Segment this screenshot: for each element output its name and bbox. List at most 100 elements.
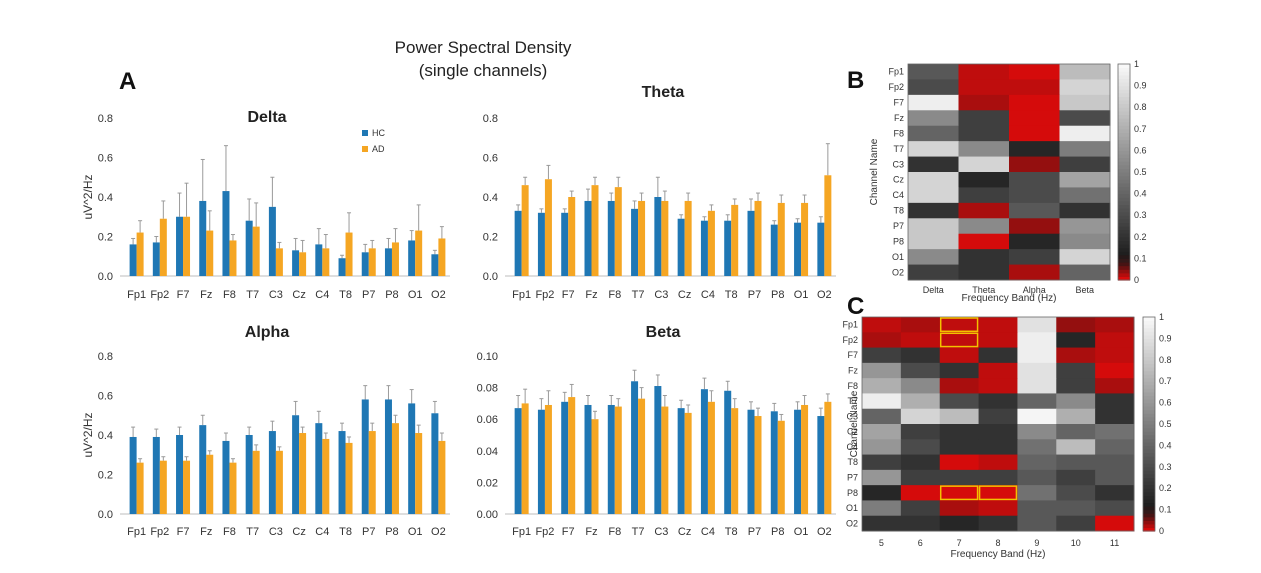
heatmap_b-colorbar-segment — [1118, 200, 1130, 205]
beta-ytick-label: 0.06 — [477, 414, 498, 426]
delta-bar-ad — [368, 248, 376, 276]
theta-bar-ad — [707, 210, 715, 276]
heatmap_b-colorbar-tick: 0.6 — [1134, 145, 1147, 155]
delta-bar-hc — [292, 250, 300, 276]
heatmap_c-colorbar-segment — [1143, 441, 1155, 446]
heatmap_c-cell — [939, 317, 980, 333]
heatmap_b-colorbar-segment — [1118, 110, 1130, 115]
delta-bar-hc — [315, 244, 323, 276]
heatmap_c-colorbar-segment — [1143, 481, 1155, 486]
heatmap_c-cell — [978, 500, 1018, 517]
heatmap_b-colorbar-tick: 0 — [1134, 275, 1139, 285]
heatmap_b-colorbar-segment — [1118, 229, 1130, 234]
alpha-ytick-label: 0.6 — [98, 391, 113, 403]
heatmap_b-colorbar-segment — [1118, 204, 1130, 209]
heatmap_c-cell — [1056, 378, 1096, 394]
delta-bar-hc — [176, 216, 184, 276]
beta-bar-ad — [638, 398, 646, 514]
heatmap_b-ytick-label: P7 — [893, 221, 904, 231]
theta-bar-ad — [568, 197, 576, 276]
theta-xtick-label: F8 — [608, 289, 621, 301]
heatmap_c-cell — [1017, 332, 1057, 349]
heatmap_b-cell — [958, 125, 1010, 142]
heatmap_b-colorbar-segment — [1118, 265, 1130, 270]
heatmap_b-colorbar-segment — [1118, 96, 1130, 101]
heatmap_b-cell — [1009, 249, 1060, 266]
theta-bar-ad — [777, 202, 785, 276]
heatmap_c-xtick-label: 5 — [879, 538, 884, 548]
theta-bar-hc — [654, 197, 662, 276]
heatmap_b-cell — [958, 218, 1010, 235]
heatmap_b-colorbar-segment — [1118, 143, 1130, 148]
heatmap_c-cell — [1017, 362, 1057, 379]
heatmap_b-xtick-label: Beta — [1075, 285, 1094, 295]
heatmap_c-cell — [939, 485, 980, 501]
heatmap_c-colorbar-segment — [1143, 406, 1155, 411]
heatmap_c-cell — [1017, 393, 1057, 410]
alpha-bar-hc — [431, 413, 439, 514]
heatmap_c-cell — [1056, 469, 1096, 486]
heatmap_c-cell — [1095, 332, 1135, 349]
heatmap_c-colorbar-segment — [1143, 527, 1155, 532]
heatmap_c-colorbar-tick: 0.1 — [1159, 505, 1172, 515]
heatmap_b-cell — [908, 141, 959, 158]
heatmap_c-ylabel: Channel Name — [849, 390, 860, 457]
beta-bar-hc — [584, 404, 592, 514]
heatmap_b-cell — [1059, 156, 1111, 173]
heatmap_b-colorbar-segment — [1118, 247, 1130, 252]
heatmap_b-colorbar-segment — [1118, 197, 1130, 202]
heatmap_b-cell — [1059, 249, 1111, 266]
theta-ytick-label: 0.0 — [483, 271, 498, 283]
beta-xtick-label: F7 — [562, 526, 575, 538]
heatmap_b-cell — [958, 141, 1010, 158]
theta-xtick-label: F7 — [562, 289, 575, 301]
delta-xtick-label: O2 — [431, 289, 446, 301]
alpha-ylabel: uV^2/Hz — [81, 413, 95, 458]
heatmap_c-cell — [900, 439, 941, 456]
heatmap_c-cell — [862, 485, 902, 501]
heatmap_c-cell — [1056, 500, 1096, 517]
heatmap_c-cell — [1017, 454, 1057, 471]
heatmap_c-colorbar-segment — [1143, 463, 1155, 468]
heatmap_c-cell — [1056, 393, 1096, 410]
heatmap_c-xtick-label: 6 — [918, 538, 923, 548]
heatmap_b-colorbar-tick: 0.7 — [1134, 124, 1147, 134]
beta-ytick-label: 0.02 — [477, 477, 498, 489]
heatmap_c-ytick-label: Fp1 — [842, 320, 858, 330]
alpha-bar-ad — [252, 450, 260, 514]
heatmap_b-cell — [1059, 233, 1111, 250]
heatmap_c-xtick-label: 10 — [1071, 538, 1081, 548]
heatmap_b-cell — [1009, 94, 1060, 111]
alpha-bar-ad — [136, 462, 144, 514]
heatmap_c-colorbar-segment — [1143, 420, 1155, 425]
delta-bar-hc — [199, 200, 207, 276]
heatmap_b-cell — [908, 172, 959, 188]
heatmap_c-colorbar-frame — [1142, 316, 1156, 532]
heatmap_c-colorbar-segment — [1143, 506, 1155, 511]
heatmap_c-colorbar-tick: 0 — [1159, 526, 1164, 536]
heatmap_c-cell — [900, 408, 941, 425]
heatmap_c-colorbar-segment — [1143, 502, 1155, 507]
delta-bar-ad — [206, 230, 214, 276]
heatmap_c-colorbar-segment — [1143, 491, 1155, 496]
theta-bar-ad — [684, 200, 692, 276]
theta-bar-ad — [754, 200, 762, 276]
heatmap_c-cell — [862, 347, 902, 364]
delta-ytick-label: 0.0 — [98, 271, 113, 283]
heatmap_c-cell — [1056, 317, 1096, 333]
heatmap_b-colorbar-segment — [1118, 71, 1130, 76]
beta-bar-hc — [607, 404, 615, 514]
heatmap_c-cell — [1095, 500, 1135, 517]
theta-bar-hc — [607, 200, 615, 276]
heatmap_c-cell — [1056, 454, 1096, 471]
theta-bar-hc — [700, 220, 708, 276]
theta-bar-ad — [521, 185, 529, 276]
heatmap_c-ytick-label: T8 — [847, 457, 858, 467]
heatmap_c-cell — [1095, 347, 1135, 364]
delta-title: Delta — [247, 109, 286, 126]
delta-xtick-label: T7 — [246, 289, 259, 301]
heatmap_b-colorbar-segment — [1118, 107, 1130, 112]
heatmap_c-colorbar-segment — [1143, 391, 1155, 397]
heatmap_c-colorbar-segment — [1143, 366, 1155, 372]
heatmap_b-cell — [958, 64, 1010, 80]
